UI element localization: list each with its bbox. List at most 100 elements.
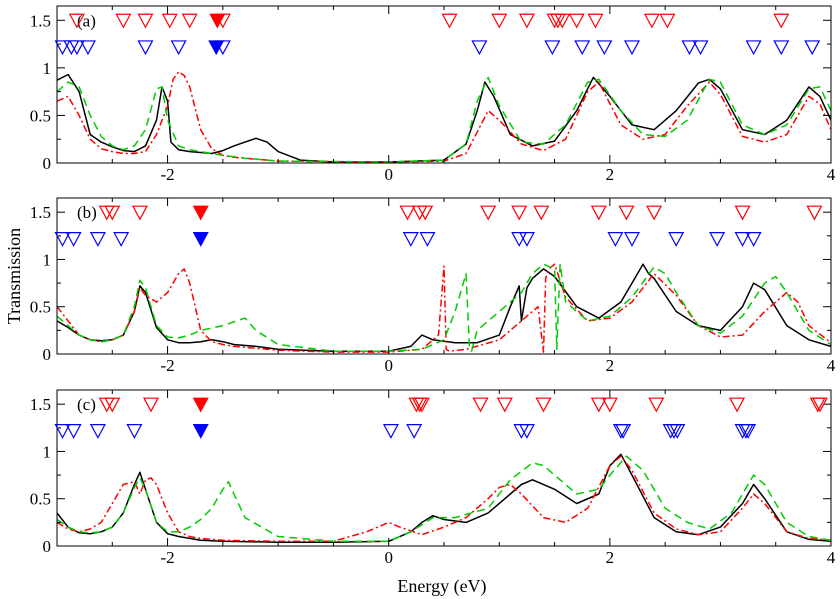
y-tick-label: 0.5: [30, 490, 51, 509]
triangle-marker: [518, 424, 535, 439]
x-tick-label: 2: [606, 548, 615, 567]
triangle-marker: [623, 232, 640, 247]
triangle-marker: [68, 13, 85, 29]
triangle-marker: [491, 13, 508, 29]
filled-triangle-marker: [192, 424, 209, 439]
y-tick-label: 1.5: [30, 395, 51, 414]
triangle-marker: [729, 397, 746, 413]
x-tick-label: 0: [384, 356, 393, 375]
triangle-marker: [601, 397, 618, 413]
y-tick-label: 0.5: [30, 106, 51, 125]
triangle-marker: [402, 232, 419, 247]
triangle-marker: [89, 424, 106, 439]
triangle-marker: [170, 40, 187, 56]
y-tick-label: 0: [43, 154, 52, 173]
triangle-marker: [471, 40, 488, 56]
triangle-marker: [518, 232, 535, 247]
filled-triangle-marker: [192, 232, 209, 247]
triangle-marker: [745, 232, 762, 247]
triangle-marker: [587, 13, 604, 29]
triangle-marker: [544, 40, 561, 56]
y-tick-label: 0: [43, 345, 52, 364]
triangle-marker: [646, 205, 663, 221]
triangle-marker: [54, 424, 71, 439]
triangle-marker: [607, 232, 624, 247]
triangle-marker: [399, 205, 416, 221]
triangle-marker: [89, 232, 106, 247]
series-green-dashed: [57, 263, 831, 352]
triangle-marker: [596, 40, 613, 56]
y-axis-label: Transmission: [4, 228, 24, 324]
triangle-marker: [773, 13, 790, 29]
triangle-marker: [740, 424, 757, 439]
y-tick-label: 1.5: [30, 203, 51, 222]
triangle-marker: [113, 232, 130, 247]
panel-label: (b): [77, 203, 97, 222]
series-green-dashed: [57, 455, 831, 543]
triangle-marker: [615, 424, 632, 439]
x-axis-label: Energy (eV): [397, 576, 486, 597]
series-red-dashdot: [57, 455, 831, 543]
triangle-marker: [590, 397, 607, 413]
triangle-marker: [137, 40, 154, 56]
panel-label: (c): [77, 395, 96, 414]
triangle-marker: [809, 397, 826, 413]
triangle-marker: [419, 232, 436, 247]
triangle-marker: [54, 40, 71, 56]
triangle-marker: [65, 424, 82, 439]
triangle-marker: [669, 424, 686, 439]
triangle-marker: [104, 397, 121, 413]
triangle-marker: [734, 232, 751, 247]
triangle-marker: [518, 13, 535, 29]
triangle-marker: [131, 205, 148, 221]
triangle-marker: [643, 13, 660, 29]
triangle-marker: [692, 40, 709, 56]
filled-triangle-marker: [192, 205, 209, 221]
triangle-marker: [137, 13, 154, 29]
y-tick-label: 0.5: [30, 298, 51, 317]
triangle-marker: [533, 205, 550, 221]
triangle-marker: [618, 205, 635, 221]
panel-1: -2 0 2 4 0 0.5 1 1.5 (a): [30, 5, 836, 184]
triangle-marker: [441, 13, 458, 29]
y-tick-label: 1.5: [30, 11, 51, 30]
triangle-marker: [54, 232, 71, 247]
triangle-marker: [413, 397, 430, 413]
y-tick-label: 1: [43, 442, 52, 461]
triangle-marker: [65, 232, 82, 247]
panel-2: -2 0 2 4 0 0.5 1 1.5 (b): [30, 197, 836, 375]
x-tick-label: 4: [827, 548, 836, 567]
triangle-marker: [496, 397, 513, 413]
triangle-marker: [745, 40, 762, 56]
triangle-marker: [535, 397, 552, 413]
triangle-marker: [79, 40, 96, 56]
triangle-marker: [104, 205, 121, 221]
x-tick-label: -2: [160, 165, 174, 184]
triangle-marker: [511, 232, 528, 247]
triangle-marker: [804, 40, 821, 56]
series-group: [57, 263, 831, 353]
triangle-marker: [554, 13, 571, 29]
panel-label: (a): [77, 11, 96, 30]
y-tick-label: 1: [43, 250, 52, 269]
triangle-marker: [648, 397, 665, 413]
triangle-marker: [574, 40, 591, 56]
triangle-marker: [161, 13, 178, 29]
triangle-marker: [115, 13, 132, 29]
series-red-dashdot: [57, 263, 831, 353]
x-tick-label: 2: [606, 356, 615, 375]
triangle-marker: [659, 13, 676, 29]
x-tick-label: -2: [160, 356, 174, 375]
triangle-marker: [734, 205, 751, 221]
triangle-marker: [142, 397, 159, 413]
triangle-marker: [214, 13, 231, 29]
x-tick-label: 0: [384, 548, 393, 567]
triangle-marker: [568, 13, 585, 29]
filled-triangle-marker: [208, 40, 225, 56]
triangle-marker: [126, 424, 143, 439]
x-tick-label: 4: [827, 356, 836, 375]
x-tick-label: 0: [384, 165, 393, 184]
triangle-marker: [806, 205, 823, 221]
triangle-marker: [511, 205, 528, 221]
panels-layer: -2 0 2 4 0 0.5 1 1.5 (a) -2 0 2 4 0 0.5 1 1.5 (b) -2 0 2 4 0 0.…: [30, 5, 836, 567]
